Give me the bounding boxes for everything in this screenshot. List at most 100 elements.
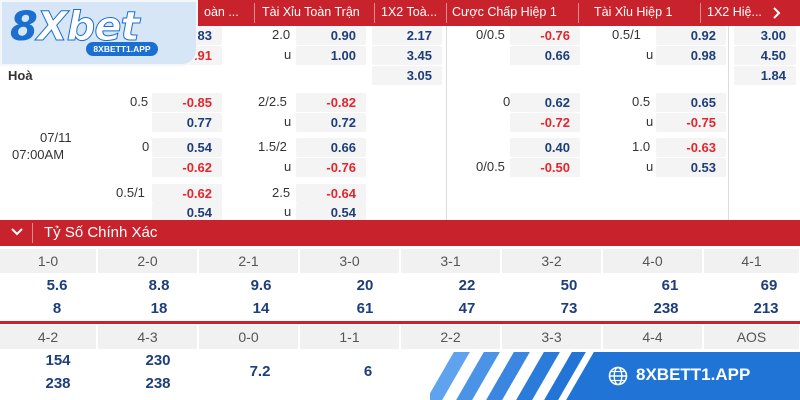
score-label: 3-1 bbox=[401, 249, 501, 273]
score-odds[interactable]: 14 bbox=[252, 300, 270, 317]
line-value: 2.5 bbox=[272, 185, 291, 200]
score-odds[interactable]: 20 bbox=[356, 277, 374, 294]
odds-cell[interactable]: 0.53 bbox=[656, 158, 726, 177]
under-label: u bbox=[646, 47, 654, 62]
correct-score-title: Tỷ Số Chính Xác bbox=[44, 224, 158, 241]
odds-cell[interactable]: -0.50 bbox=[510, 158, 580, 177]
score-odds[interactable]: 7.2 bbox=[249, 363, 271, 380]
score-odds[interactable]: 18 bbox=[150, 300, 168, 317]
odds-cell[interactable]: -0.72 bbox=[510, 113, 580, 132]
odds-cell[interactable]: 3.05 bbox=[372, 66, 442, 85]
under-label: u bbox=[284, 159, 292, 174]
score-odds[interactable]: 22 bbox=[458, 277, 476, 294]
odds-cell[interactable]: 0.90 bbox=[296, 26, 366, 45]
score-odds[interactable]: 8 bbox=[52, 300, 62, 317]
match-date: 07/11 bbox=[40, 130, 72, 145]
score-label: 4-1 bbox=[704, 249, 800, 273]
score-label: 3-2 bbox=[502, 249, 602, 273]
score-label: 4-2 bbox=[0, 325, 97, 349]
line-value: 0 bbox=[142, 139, 150, 154]
line-value: 0.5 bbox=[130, 94, 149, 109]
score-grid-row-2: 4-2 4-3 0-0 1-1 2-2 3-3 4-4 AOS 154 238 … bbox=[0, 325, 800, 400]
odds-cell[interactable]: -0.75 bbox=[656, 113, 726, 132]
score-odds[interactable]: 8.8 bbox=[148, 277, 170, 294]
odds-cell[interactable]: 0.72 bbox=[296, 113, 366, 132]
odds-cell[interactable]: 3.00 bbox=[734, 26, 796, 45]
odds-cell[interactable]: -0.76 bbox=[510, 26, 580, 45]
odds-cell[interactable]: -0.62 bbox=[152, 158, 222, 177]
score-label: 1-0 bbox=[0, 249, 97, 273]
odds-cell[interactable]: 4.50 bbox=[734, 46, 796, 65]
score-odds[interactable]: 6 bbox=[363, 363, 373, 380]
score-grid-row-1: 1-0 2-0 2-1 3-0 3-1 3-2 4-0 4-1 5.6 8 8.… bbox=[0, 249, 800, 321]
score-odds[interactable]: 238 bbox=[45, 375, 71, 392]
under-label: u bbox=[284, 114, 292, 129]
draw-label: Hoà bbox=[8, 68, 33, 83]
line-value: 0.5 bbox=[632, 94, 651, 109]
score-odds[interactable]: 230 bbox=[145, 352, 171, 369]
odds-cell[interactable]: 0.65 bbox=[656, 93, 726, 112]
odds-cell[interactable]: 0.66 bbox=[296, 138, 366, 157]
promo-banner[interactable]: 8XBETT1.APP bbox=[430, 352, 800, 400]
score-odds[interactable]: 50 bbox=[560, 277, 578, 294]
under-label: u bbox=[284, 47, 292, 62]
odds-cell[interactable]: 2.17 bbox=[372, 26, 442, 45]
col-header-handicap-h1[interactable]: Cược Chấp Hiệp 1 bbox=[452, 5, 557, 19]
odds-cell[interactable]: -0.85 bbox=[152, 93, 222, 112]
col-header-over-under[interactable]: Tài Xỉu Toàn Trận bbox=[262, 5, 360, 19]
odds-cell[interactable]: 0.40 bbox=[510, 138, 580, 157]
odds-cell[interactable]: 0.54 bbox=[296, 203, 366, 222]
score-label: 2-2 bbox=[401, 325, 501, 349]
brand-logo: 8Xbet 8XBETT1.APP bbox=[0, 0, 198, 66]
odds-cell[interactable]: -0.82 bbox=[296, 93, 366, 112]
promo-url: 8XBETT1.APP bbox=[636, 365, 751, 384]
odds-cell[interactable]: 0.54 bbox=[152, 138, 222, 157]
score-label: 4-0 bbox=[603, 249, 703, 273]
score-odds[interactable]: 9.6 bbox=[250, 277, 272, 294]
score-odds[interactable]: 61 bbox=[356, 300, 374, 317]
col-header-1x2[interactable]: 1X2 Toà... bbox=[381, 5, 438, 19]
odds-cell[interactable]: 0.62 bbox=[510, 93, 580, 112]
odds-cell[interactable]: 0.98 bbox=[656, 46, 726, 65]
odds-cell[interactable]: 0.54 bbox=[152, 203, 222, 222]
match-time: 07:00AM bbox=[12, 147, 65, 162]
odds-cell[interactable]: -0.76 bbox=[296, 158, 366, 177]
line-value: 0/0.5 bbox=[476, 159, 505, 174]
col-header-1x2-h1[interactable]: 1X2 Hiệ... bbox=[707, 5, 762, 19]
col-header-handicap[interactable]: oàn ... bbox=[204, 5, 239, 19]
correct-score-header[interactable]: Tỷ Số Chính Xác bbox=[0, 220, 800, 246]
odds-cell[interactable]: 0.92 bbox=[656, 26, 726, 45]
score-odds[interactable]: 154 bbox=[45, 352, 71, 369]
line-value: 0/0.5 bbox=[476, 27, 505, 42]
score-odds[interactable]: 5.6 bbox=[46, 277, 68, 294]
line-value: 0 bbox=[503, 94, 511, 109]
odds-cell[interactable]: 0.77 bbox=[152, 113, 222, 132]
line-value: 1.5/2 bbox=[258, 139, 287, 154]
chevron-down-icon[interactable] bbox=[10, 225, 24, 239]
score-odds[interactable]: 61 bbox=[661, 277, 679, 294]
odds-cell[interactable]: 1.84 bbox=[734, 66, 796, 85]
odds-cell[interactable]: 0.66 bbox=[510, 46, 580, 65]
line-value: 0.5/1 bbox=[116, 185, 145, 200]
score-odds[interactable]: 238 bbox=[653, 300, 679, 317]
score-label: AOS bbox=[704, 325, 800, 349]
odds-cell[interactable]: -0.62 bbox=[152, 184, 222, 203]
odds-cell[interactable]: -0.64 bbox=[296, 184, 366, 203]
logo-url-badge: 8XBETT1.APP bbox=[86, 42, 158, 56]
score-odds[interactable]: 47 bbox=[458, 300, 476, 317]
score-odds[interactable]: 73 bbox=[560, 300, 578, 317]
under-label: u bbox=[284, 204, 292, 219]
score-odds[interactable]: 69 bbox=[760, 277, 778, 294]
odds-cell[interactable]: 1.00 bbox=[296, 46, 366, 65]
chevron-right-icon[interactable] bbox=[770, 7, 782, 19]
score-label: 1-1 bbox=[300, 325, 400, 349]
odds-cell[interactable]: 3.45 bbox=[372, 46, 442, 65]
score-label: 3-0 bbox=[300, 249, 400, 273]
col-header-over-under-h1[interactable]: Tài Xỉu Hiệp 1 bbox=[594, 5, 673, 19]
under-label: u bbox=[646, 159, 654, 174]
score-odds[interactable]: 238 bbox=[145, 375, 171, 392]
score-odds[interactable]: 213 bbox=[753, 300, 779, 317]
score-label: 2-1 bbox=[199, 249, 299, 273]
odds-cell[interactable]: -0.63 bbox=[656, 138, 726, 157]
section-divider bbox=[0, 321, 800, 324]
